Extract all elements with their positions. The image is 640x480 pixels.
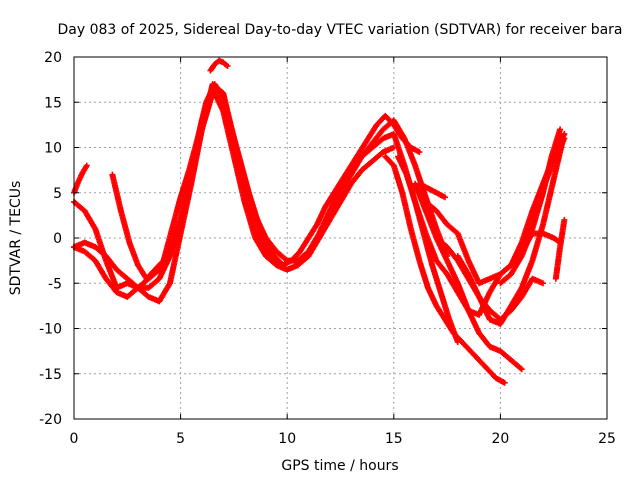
- data-points: [71, 57, 568, 386]
- y-tick-label: 5: [53, 186, 62, 202]
- y-tick-label: -20: [39, 412, 62, 428]
- x-tick-label: 5: [176, 431, 185, 447]
- series-track-h: [395, 153, 461, 346]
- data-point-marker: [517, 365, 524, 372]
- x-tick-label: 0: [70, 431, 79, 447]
- x-tick-label: 25: [598, 431, 616, 447]
- data-point-marker: [501, 379, 508, 386]
- axis-ticks: 0 5 10 15 20 25 20 15 10 5 0 -5 -10 -15 -20: [39, 50, 616, 447]
- y-tick-label: 0: [53, 231, 62, 247]
- x-tick-label: 20: [491, 431, 509, 447]
- data-point-marker: [454, 339, 461, 346]
- data-point-marker: [561, 216, 568, 223]
- chart-title: Day 083 of 2025, Sidereal Day-to-day VTE…: [57, 22, 622, 38]
- data-point-marker: [224, 63, 231, 70]
- series-track-m: [454, 139, 566, 327]
- data-point-marker: [416, 149, 423, 156]
- series-track-p: [552, 216, 568, 282]
- data-point-marker: [561, 135, 568, 142]
- x-axis-label: GPS time / hours: [281, 458, 398, 474]
- y-tick-label: 20: [44, 50, 62, 66]
- series-track-b: [71, 90, 397, 291]
- data-point-marker: [83, 162, 90, 169]
- data-point-marker: [540, 280, 547, 287]
- y-tick-label: -10: [39, 322, 62, 338]
- series-track-j: [416, 180, 448, 201]
- y-tick-label: 10: [44, 141, 62, 157]
- data-point-marker: [559, 139, 566, 146]
- series-track-f: [207, 57, 231, 74]
- y-tick-label: -15: [39, 367, 62, 383]
- series-track-o: [518, 230, 564, 255]
- x-tick-label: 15: [385, 431, 403, 447]
- data-point-marker: [557, 126, 564, 133]
- y-tick-label: -5: [48, 276, 62, 292]
- data-point-marker: [518, 366, 525, 373]
- y-axis-label: SDTVAR / TECUs: [8, 181, 24, 296]
- x-tick-label: 10: [278, 431, 296, 447]
- series-track-e: [109, 81, 423, 282]
- y-tick-label: 15: [44, 95, 62, 111]
- data-point-marker: [441, 194, 448, 201]
